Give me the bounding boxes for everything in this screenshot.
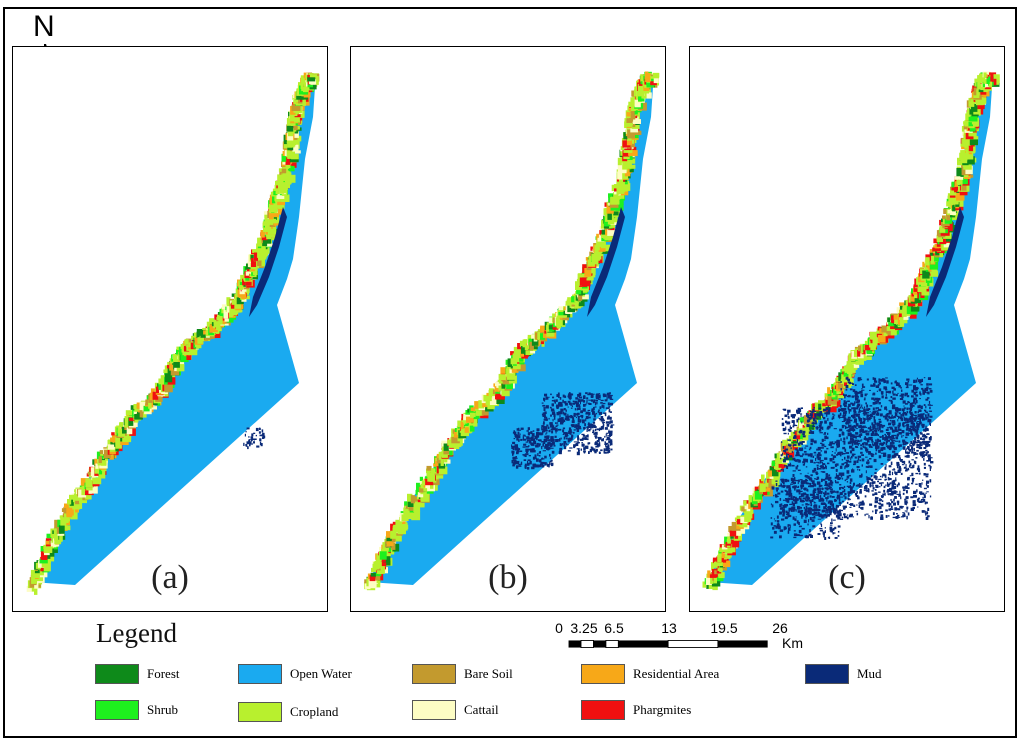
scale-tick-1: 3.25 bbox=[570, 620, 598, 636]
legend-label-cattail: Cattail bbox=[464, 702, 499, 717]
scale-unit: Km bbox=[782, 635, 803, 651]
legend-label-mud: Mud bbox=[857, 666, 882, 681]
legend-label-shrub: Shrub bbox=[147, 702, 179, 717]
scale-tick-5: 26 bbox=[772, 620, 788, 636]
legend-swatch-cattail bbox=[412, 700, 456, 720]
legend-swatch-cropland bbox=[238, 702, 282, 722]
legend-swatch-shrub bbox=[95, 700, 139, 720]
estuary-map-b bbox=[364, 71, 660, 591]
legend-label-forest: Forest bbox=[147, 666, 180, 681]
scale-bar: 0 3.25 6.5 13 19.5 26 Km bbox=[555, 620, 803, 656]
scale-tick-4: 19.5 bbox=[710, 620, 738, 636]
legend-label-open-water: Open Water bbox=[290, 666, 352, 681]
legend-title: Legend bbox=[96, 618, 177, 648]
scale-tick-0: 0 bbox=[555, 620, 563, 636]
legend-label-residential-area: Residential Area bbox=[633, 666, 720, 681]
scale-tick-3: 13 bbox=[661, 620, 677, 636]
map-panel-c: (c) bbox=[689, 46, 1005, 612]
estuary-map-c bbox=[702, 71, 1000, 591]
map-panel-a: (a) bbox=[12, 46, 328, 612]
river-mud-channel bbox=[926, 187, 964, 317]
legend-swatch-open-water bbox=[238, 664, 282, 684]
legend-swatch-phargmites bbox=[581, 700, 625, 720]
legend-swatch-forest bbox=[95, 664, 139, 684]
map-frame bbox=[3, 7, 1017, 738]
panel-label-a: (a) bbox=[151, 559, 189, 596]
north-label: N bbox=[33, 10, 55, 43]
panel-label-b: (b) bbox=[488, 559, 528, 596]
scale-bar-strip bbox=[568, 640, 768, 648]
legend-label-phargmites: Phargmites bbox=[633, 702, 692, 717]
panel-label-c: (c) bbox=[828, 559, 866, 596]
estuary-map-a bbox=[26, 72, 320, 595]
river-mud-channel bbox=[587, 187, 625, 317]
map-panel-b: (b) bbox=[350, 46, 666, 612]
scale-tick-2: 6.5 bbox=[604, 620, 624, 636]
legend-label-bare-soil: Bare Soil bbox=[464, 666, 513, 681]
legend-swatch-residential-area bbox=[581, 664, 625, 684]
legend-swatch-bare-soil bbox=[412, 664, 456, 684]
legend-swatch-mud bbox=[805, 664, 849, 684]
river-mud-channel bbox=[249, 187, 287, 317]
legend-label-cropland: Cropland bbox=[290, 704, 339, 719]
